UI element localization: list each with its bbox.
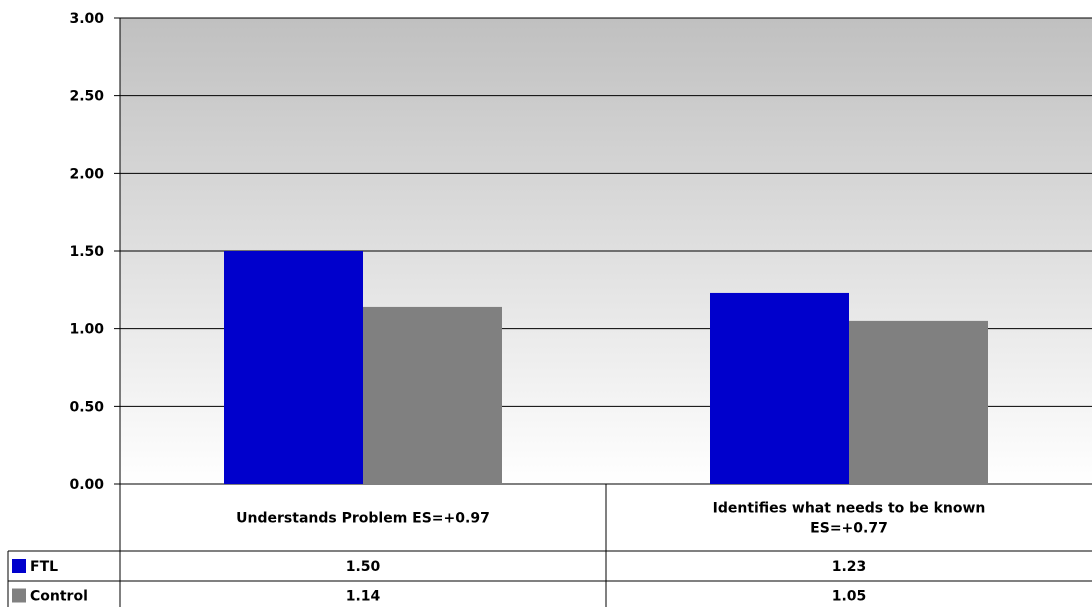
y-tick-label: 1.00 [69,322,104,338]
data-value: 1.05 [832,589,867,605]
category-label: Understands Problem ES=+0.97 [236,511,490,527]
data-value: 1.50 [346,559,381,575]
category-label: Identifies what needs to be known [713,501,986,517]
bar-control-2 [849,320,988,484]
y-tick-label: 0.50 [69,399,104,415]
bar-control-1 [363,306,502,484]
legend-swatch-control [12,588,26,603]
data-table: Understands Problem ES=+0.97 Identifies w… [7,484,1092,607]
y-tick-label: 2.00 [69,166,104,182]
y-tick-label: 1.50 [69,244,104,260]
data-value: 1.23 [832,559,867,575]
data-value: 1.14 [346,589,381,605]
bars [224,251,988,484]
y-tick-label: 2.50 [69,89,104,105]
bar-ftl-2 [710,292,849,484]
y-tick-label: 3.00 [69,11,104,27]
series-name: FTL [30,559,58,575]
legend-swatch-ftl [12,559,26,573]
y-axis: 0.00 0.50 1.00 1.50 2.00 2.50 3.00 [69,11,121,493]
bar-ftl-1 [224,251,363,484]
series-name: Control [30,589,88,605]
category-label: ES=+0.77 [810,521,888,537]
y-tick-label: 0.00 [69,477,104,493]
